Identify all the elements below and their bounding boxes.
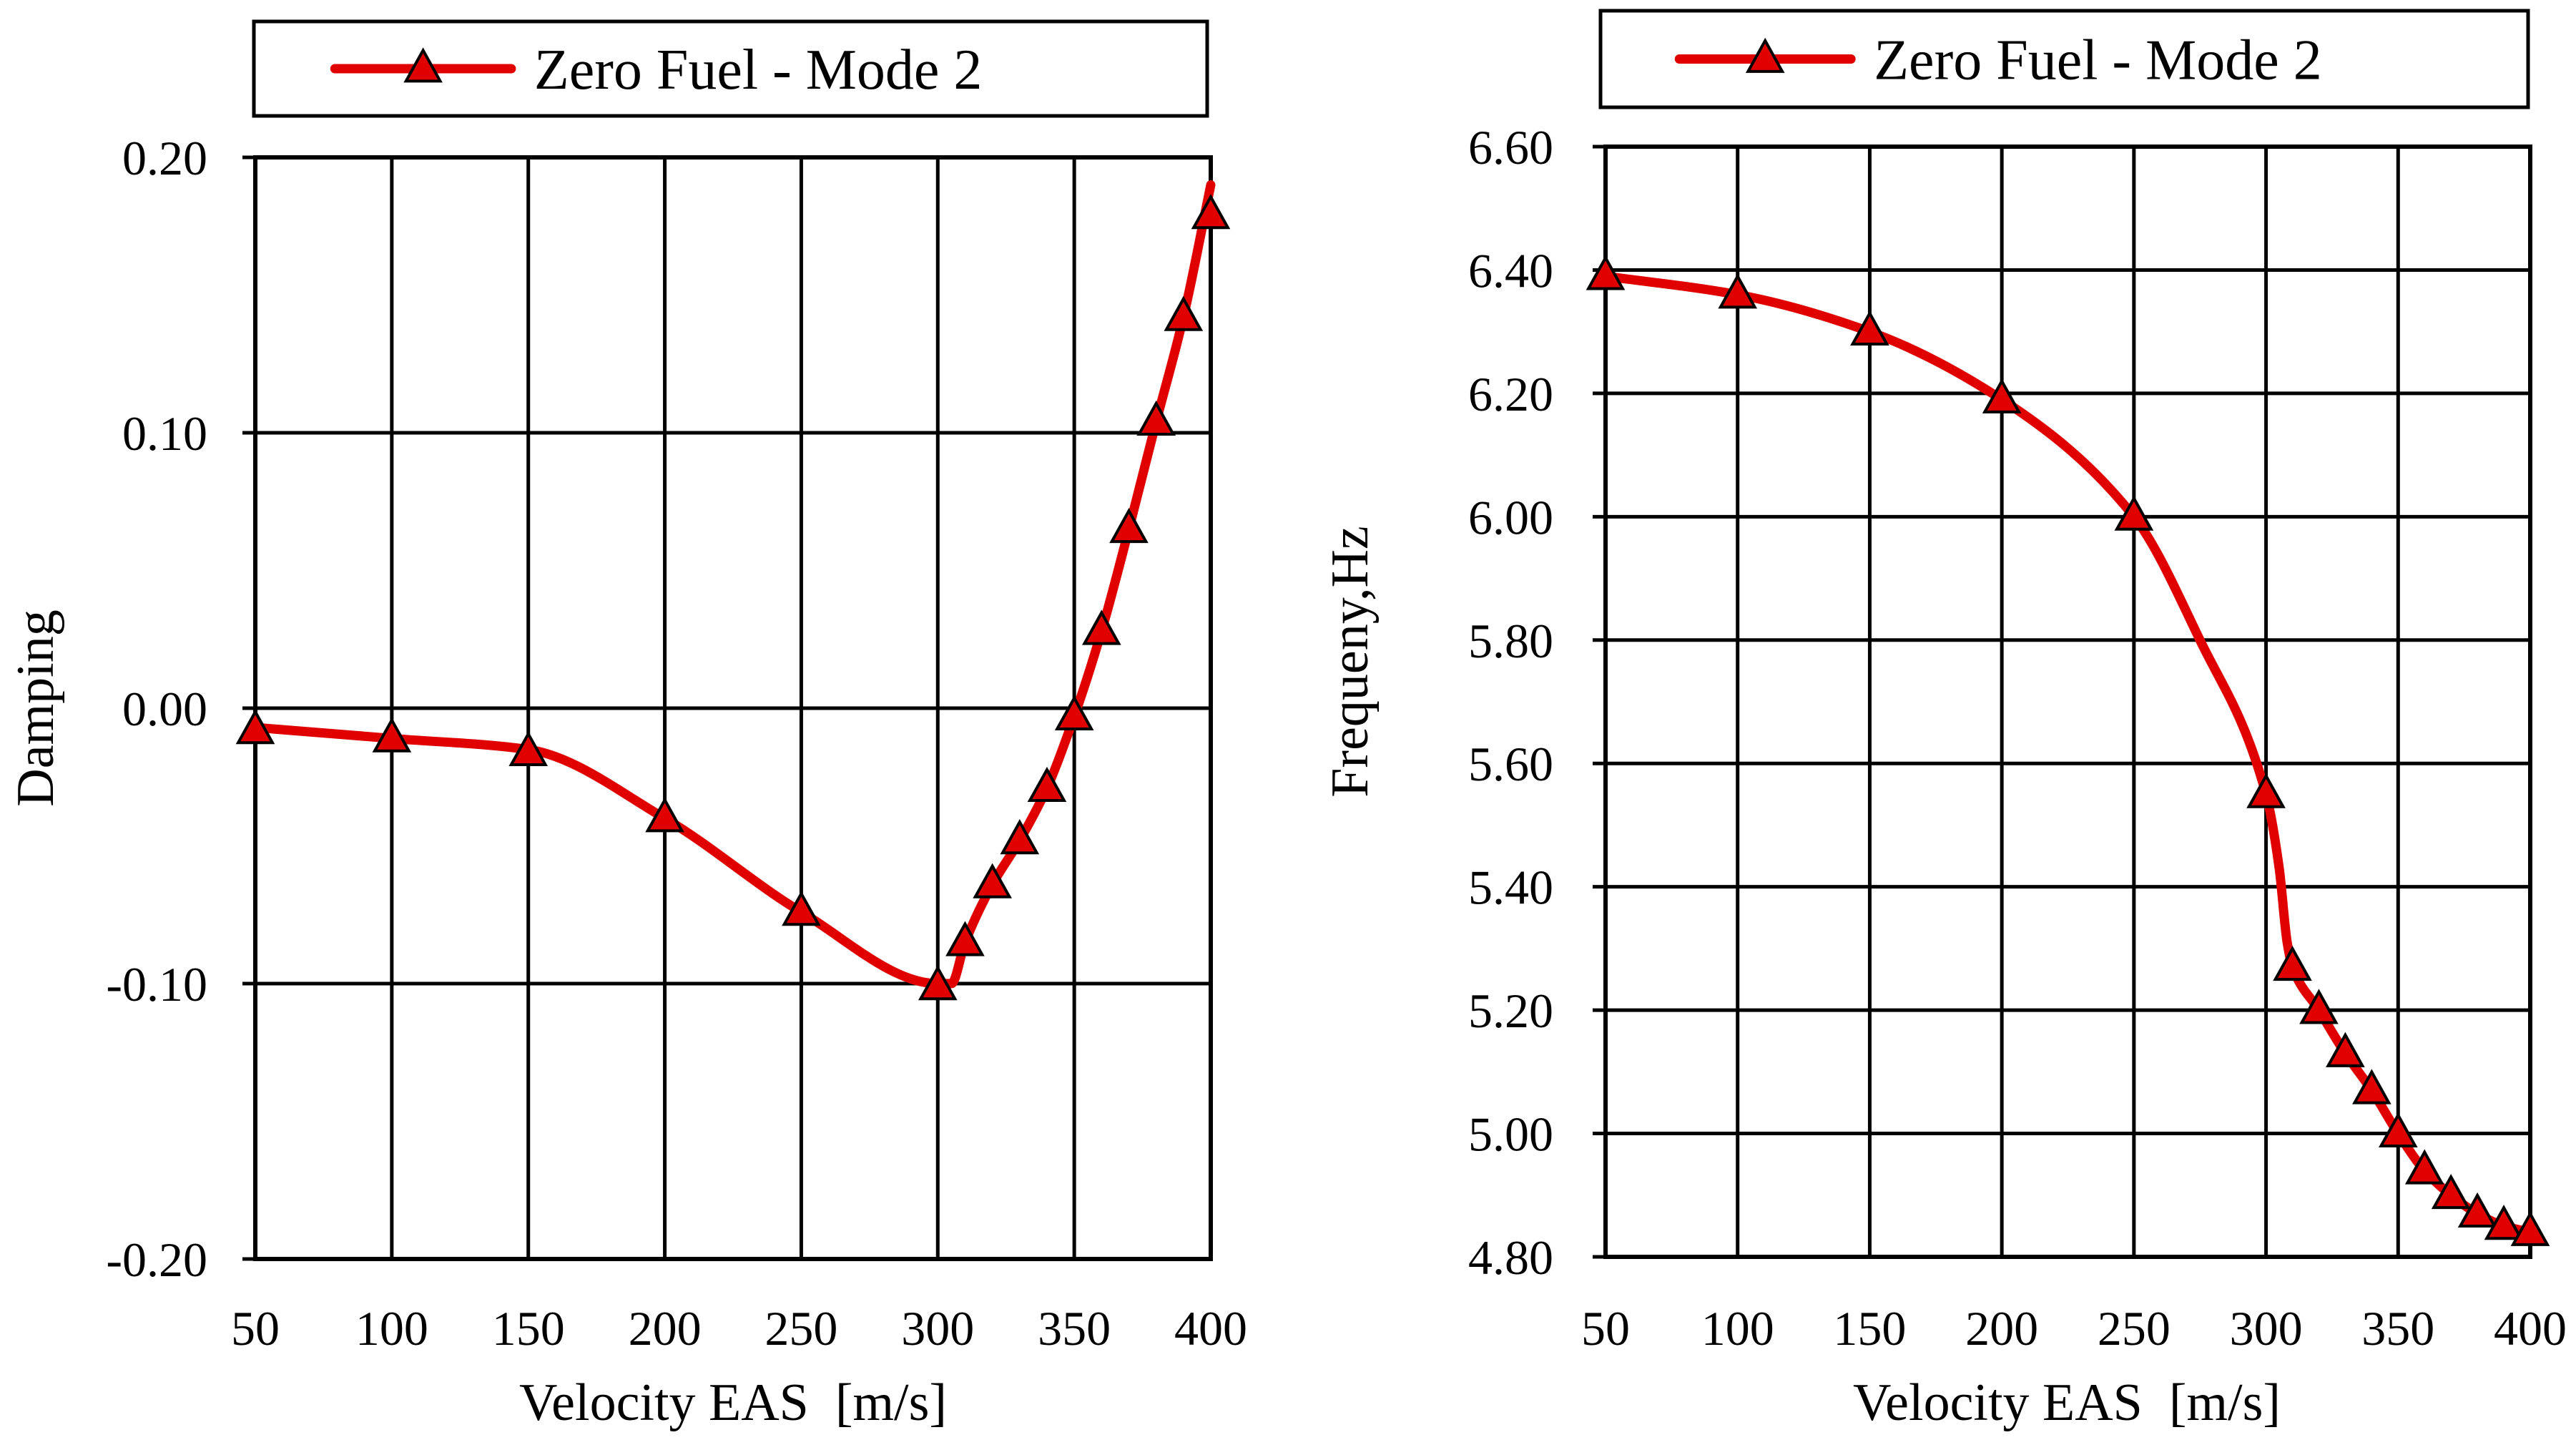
data-point-marker [782,891,821,926]
plot-frame [1603,144,2532,1259]
data-point-marker [2378,1112,2418,1147]
legend-marker-swatch [403,47,443,83]
y-tick-label: -0.10 [106,957,207,1011]
data-point-marker [1850,310,1889,346]
y-tick-label: 6.60 [1468,120,1553,175]
legend: Zero Fuel - Mode 2 [252,19,1209,118]
data-point-marker [645,797,684,833]
data-point-marker [918,965,958,1001]
data-point-marker [2114,495,2154,531]
x-axis-title: Velocity EAS [m/s] [1853,1373,2281,1432]
y-tick-label: 5.60 [1468,737,1553,791]
legend-entry-label: Zero Fuel - Mode 2 [534,39,983,102]
y-tick-label: 5.40 [1468,861,1553,915]
y-tick-label: 0.10 [122,406,207,461]
y-tick-label: 5.80 [1468,614,1553,668]
data-point-marker [2299,989,2339,1024]
data-point-marker [1054,695,1094,730]
y-tick-label: 4.80 [1468,1230,1553,1285]
data-point-marker [1191,194,1231,230]
x-tick-label: 350 [2361,1301,2434,1356]
frequency-chart: 50 100 150 200 250 300 350 400 4.80 5.00 5.20 5.40 5… [1321,9,2567,1432]
x-tick-label: 350 [1038,1301,1111,1356]
data-point-marker [1027,766,1067,803]
data-point-marker [1109,507,1149,544]
data-point-marker [1164,295,1204,331]
y-tick-label: 5.20 [1468,984,1553,1038]
y-tick-label: 5.00 [1468,1107,1553,1162]
legend-marker-swatch [1745,37,1785,73]
y-tick-label: 0.00 [122,682,207,736]
data-point-marker [2273,945,2312,981]
data-point-marker [1982,378,2022,413]
legend-entry-label: Zero Fuel - Mode 2 [1874,29,2322,92]
y-tick-label: 6.00 [1468,490,1553,544]
y-tick-label: 6.40 [1468,243,1553,298]
x-axis-title: Velocity EAS [m/s] [519,1373,947,1432]
x-tick-label: 250 [2098,1301,2171,1356]
x-tick-label: 100 [355,1301,428,1356]
data-point-marker [2404,1149,2444,1185]
x-tick-label: 400 [2494,1301,2567,1356]
data-point-marker [2326,1032,2365,1067]
data-point-marker [2246,773,2286,808]
data-point-marker [1586,255,1626,290]
data-point-marker [372,717,412,753]
data-point-marker [2457,1192,2497,1228]
plot-area [1606,147,2530,1257]
y-tick-label: 0.20 [122,131,207,185]
data-point-marker [508,730,549,766]
data-point-marker [1081,609,1121,645]
data-point-marker [973,863,1012,898]
x-tick-label: 300 [901,1301,974,1356]
x-tick-label: 250 [765,1301,837,1356]
legend: Zero Fuel - Mode 2 [1598,9,2530,109]
x-tick-label: 50 [1581,1301,1630,1356]
x-tick-label: 400 [1174,1301,1247,1356]
data-point-marker [1136,400,1176,436]
x-tick-label: 150 [492,1301,565,1356]
y-tick-label: -0.20 [106,1233,207,1287]
data-point-marker [2484,1205,2524,1240]
x-tick-label: 200 [1965,1301,2038,1356]
data-point-marker [2431,1173,2471,1210]
x-tick-label: 200 [629,1301,702,1356]
y-tick-label: 6.20 [1468,367,1553,421]
data-point-marker [2352,1069,2391,1104]
damping-chart: 50 100 150 200 250 300 350 400 -0.20 -0.10 0.00 0.1… [6,19,1247,1432]
x-tick-label: 150 [1833,1301,1906,1356]
y-axis-title: Frequeny,Hz [1321,526,1380,797]
data-point-marker [945,921,985,956]
data-point-marker [1000,819,1040,855]
x-tick-label: 100 [1701,1301,1774,1356]
y-axis-title: Damping [6,609,65,806]
data-point-marker [1718,273,1758,309]
x-tick-label: 50 [231,1301,280,1356]
data-point-marker [235,709,275,745]
x-tick-label: 300 [2230,1301,2303,1356]
data-point-marker [2510,1210,2550,1246]
